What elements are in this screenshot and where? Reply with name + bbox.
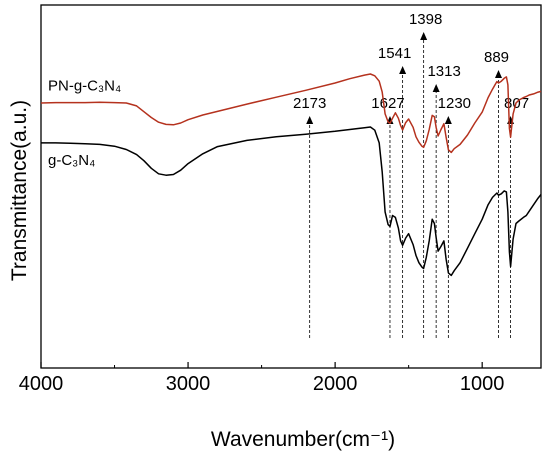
annotation-arrow — [399, 66, 407, 74]
y-axis-title: Transmittance(a.u.) — [8, 100, 31, 281]
series-label-pn-text: PN-g-C₃N₄ — [48, 78, 121, 95]
annotation-arrow — [495, 70, 502, 78]
annotation-arrow — [306, 116, 314, 124]
annotation-arrow — [420, 32, 428, 40]
x-tick-label: 2000 — [313, 373, 358, 395]
x-ticks: 4000 3000 2000 1000 — [19, 362, 505, 395]
series-line-0 — [40, 73, 542, 154]
annotation-label: 1230 — [438, 95, 471, 112]
axes-frame — [40, 4, 542, 369]
x-tick-label: 4000 — [19, 373, 64, 395]
annotation-label: 1541 — [378, 45, 411, 62]
series-label-pn: PN-g-C₃N₄ — [48, 78, 121, 95]
annotation-label: 1627 — [371, 95, 404, 112]
annotation-label: 889 — [484, 49, 509, 66]
annotation-arrow — [444, 116, 452, 124]
annotation-label: 2173 — [293, 95, 326, 112]
annotation-label: 1398 — [409, 11, 442, 28]
series-label-gcn: g-C₃N₄ — [48, 152, 95, 169]
series-label-gcn-text: g-C₃N₄ — [48, 152, 95, 169]
series-lines — [40, 73, 542, 277]
x-axis-title: Wavenumber(cm⁻¹) — [211, 428, 395, 451]
x-tick-label: 3000 — [166, 373, 211, 395]
annotation-arrow — [432, 84, 440, 92]
annotation-label: 1313 — [427, 63, 460, 80]
series-line-1 — [41, 126, 542, 277]
plot-frame — [40, 4, 542, 369]
series-labels: PN-g-C₃N₄ g-C₃N₄ — [48, 78, 121, 169]
x-tick-label: 1000 — [460, 373, 505, 395]
